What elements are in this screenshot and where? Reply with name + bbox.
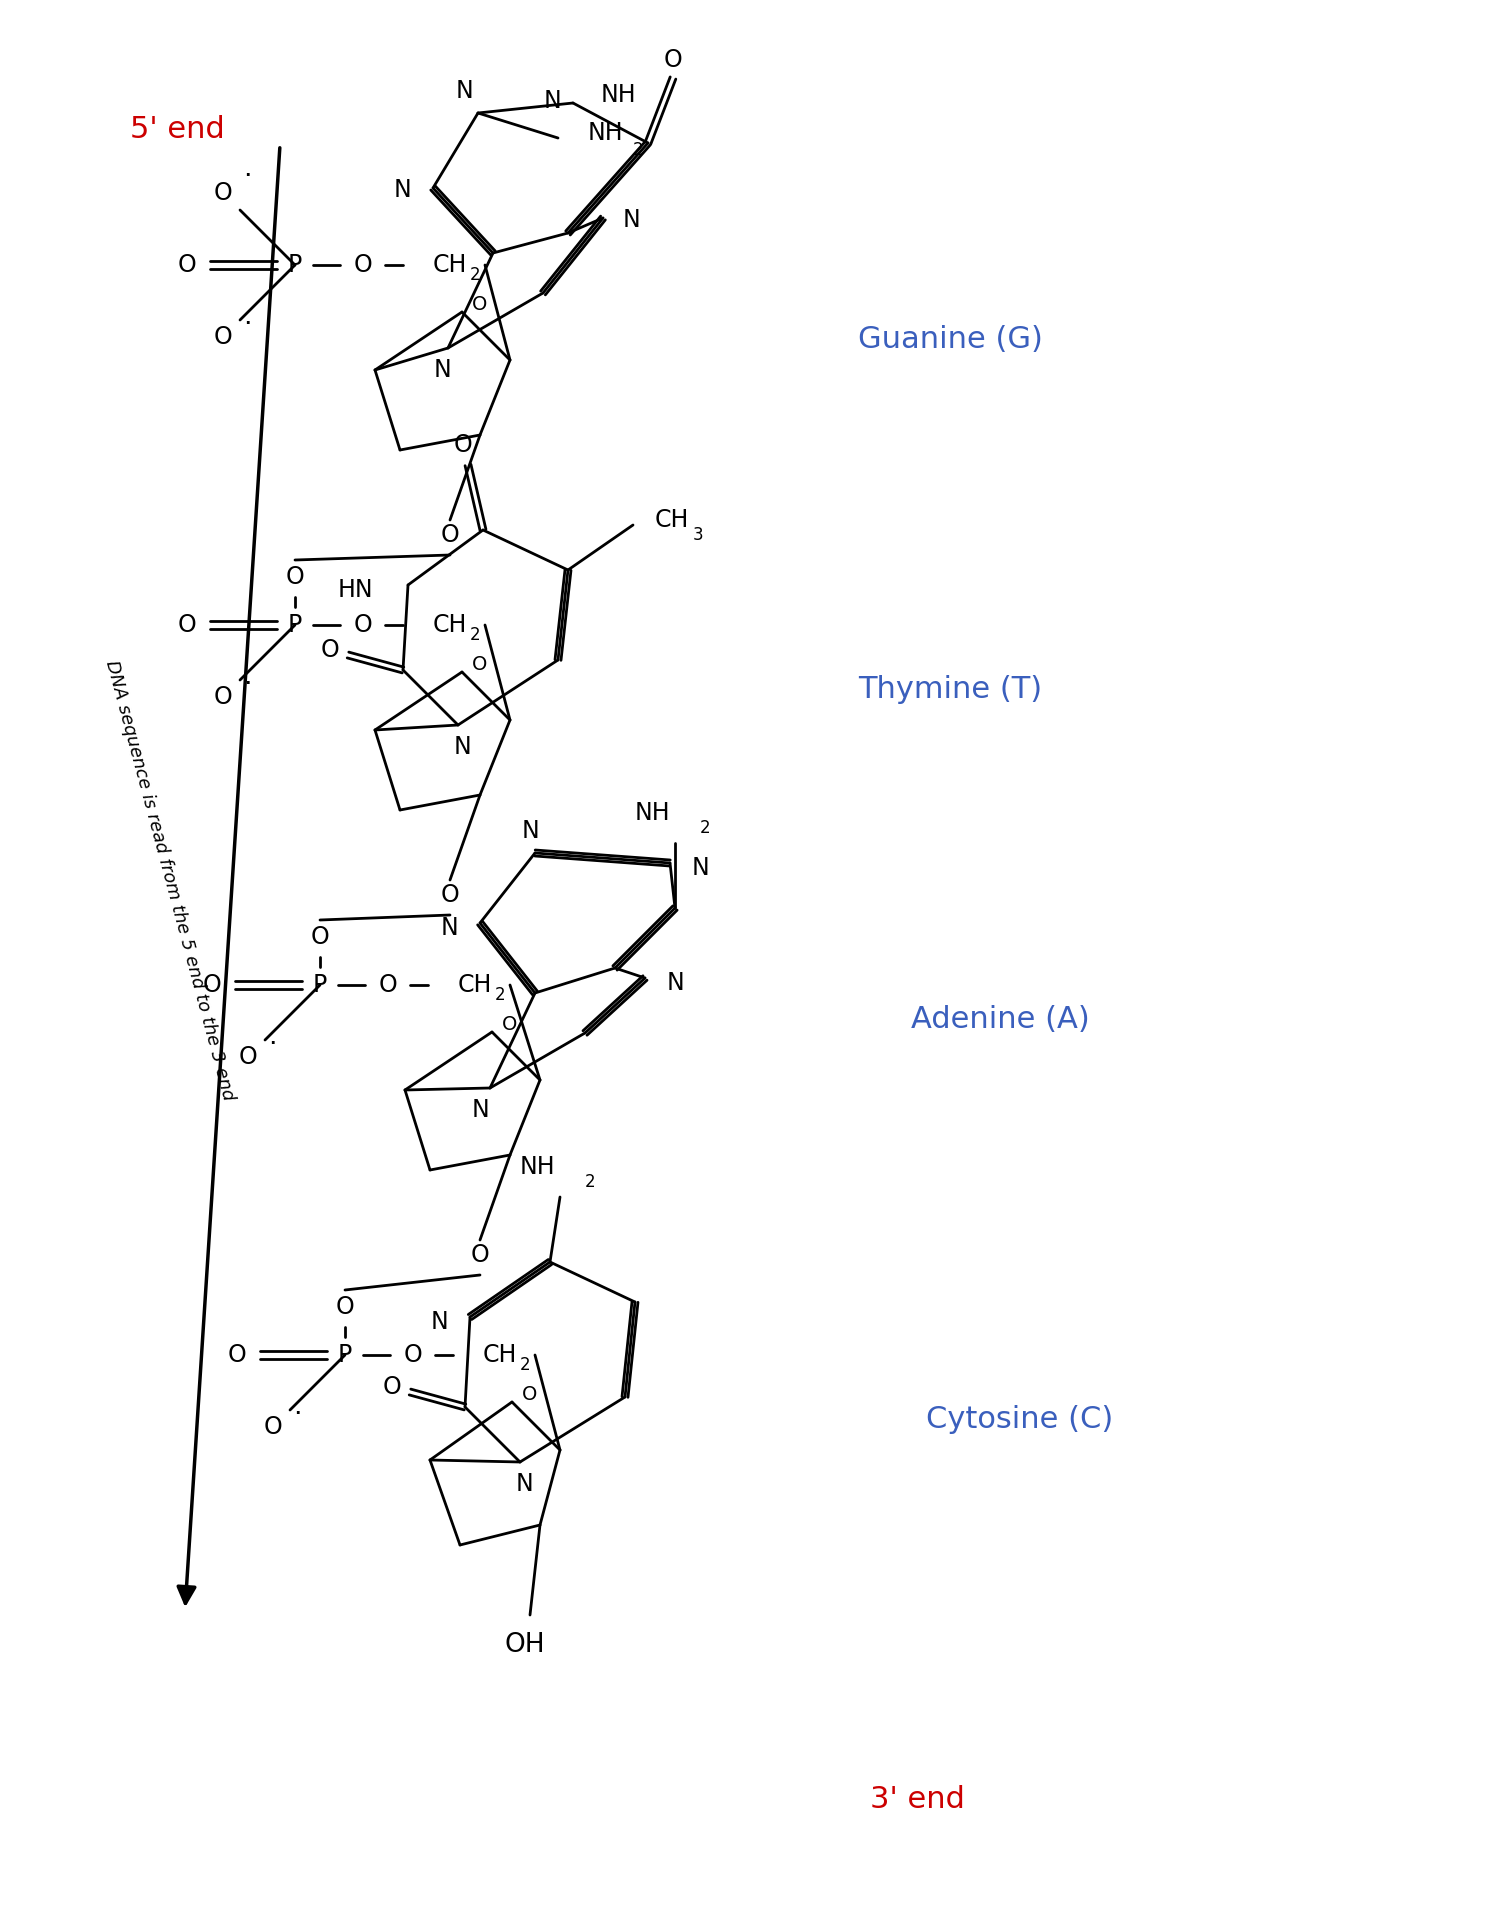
- Text: ·: ·: [243, 313, 252, 338]
- Text: O: O: [522, 1384, 537, 1404]
- Text: 2: 2: [470, 265, 480, 284]
- Text: NH: NH: [634, 801, 670, 826]
- Text: 2: 2: [633, 141, 644, 158]
- Text: 5' end: 5' end: [130, 116, 225, 145]
- Text: NH: NH: [602, 84, 636, 107]
- Text: O: O: [378, 973, 398, 997]
- Text: O: O: [238, 1045, 258, 1070]
- Text: Guanine (G): Guanine (G): [858, 326, 1042, 355]
- Text: 2: 2: [585, 1173, 596, 1192]
- Text: O: O: [177, 612, 197, 637]
- Text: N: N: [692, 856, 709, 879]
- Text: N: N: [430, 1310, 448, 1335]
- Text: ·: ·: [268, 1032, 276, 1058]
- Text: O: O: [310, 925, 330, 950]
- Text: P: P: [288, 254, 302, 277]
- Text: P: P: [338, 1343, 352, 1367]
- Text: O: O: [441, 523, 459, 547]
- Text: DNA sequence is read from the 5 end to the 3 end: DNA sequence is read from the 5 end to t…: [102, 658, 237, 1102]
- Text: Cytosine (C): Cytosine (C): [927, 1405, 1113, 1434]
- Text: Thymine (T): Thymine (T): [858, 675, 1042, 704]
- Text: N: N: [454, 734, 472, 759]
- Text: O: O: [354, 612, 372, 637]
- Text: 2: 2: [495, 986, 506, 1003]
- Text: N: N: [393, 177, 411, 202]
- Text: ·: ·: [292, 1402, 302, 1428]
- Text: O: O: [264, 1415, 282, 1440]
- Text: O: O: [354, 254, 372, 277]
- Text: O: O: [441, 883, 459, 908]
- Text: O: O: [321, 639, 339, 662]
- Text: O: O: [202, 973, 222, 997]
- Text: N: N: [543, 90, 561, 113]
- Text: CH: CH: [433, 254, 468, 277]
- Text: O: O: [471, 1243, 489, 1266]
- Text: O: O: [228, 1343, 246, 1367]
- Text: NH: NH: [519, 1156, 555, 1179]
- Text: O: O: [336, 1295, 354, 1320]
- Text: HN: HN: [338, 578, 374, 603]
- Text: O: O: [213, 181, 232, 204]
- Text: 2: 2: [470, 625, 480, 645]
- Text: P: P: [288, 612, 302, 637]
- Text: O: O: [663, 48, 682, 72]
- Text: CH: CH: [483, 1343, 518, 1367]
- Text: O: O: [382, 1375, 402, 1400]
- Text: N: N: [433, 359, 451, 381]
- Text: ·: ·: [243, 164, 252, 191]
- Text: N: N: [520, 818, 538, 843]
- Text: CH: CH: [433, 612, 468, 637]
- Text: O: O: [472, 294, 488, 313]
- Text: CH: CH: [656, 507, 690, 532]
- Text: Adenine (A): Adenine (A): [910, 1005, 1089, 1034]
- Text: N: N: [622, 208, 640, 233]
- Text: 3' end: 3' end: [870, 1785, 964, 1814]
- Text: O: O: [453, 433, 472, 458]
- Text: O: O: [285, 564, 304, 589]
- Text: 3: 3: [693, 526, 703, 543]
- Text: OH: OH: [504, 1632, 546, 1657]
- Text: N: N: [471, 1098, 489, 1121]
- Text: NH: NH: [588, 120, 624, 145]
- Text: O: O: [213, 324, 232, 349]
- Text: N: N: [441, 915, 458, 940]
- Text: O: O: [213, 685, 232, 709]
- Text: N: N: [456, 78, 472, 103]
- Text: CH: CH: [458, 973, 492, 997]
- Text: O: O: [503, 1015, 518, 1034]
- Text: O: O: [177, 254, 197, 277]
- Text: ·: ·: [243, 671, 252, 698]
- Text: O: O: [404, 1343, 423, 1367]
- Text: N: N: [668, 971, 684, 995]
- Text: 2: 2: [520, 1356, 531, 1375]
- Text: N: N: [516, 1472, 534, 1495]
- Text: 2: 2: [699, 818, 711, 837]
- Text: O: O: [472, 654, 488, 673]
- Text: P: P: [314, 973, 327, 997]
